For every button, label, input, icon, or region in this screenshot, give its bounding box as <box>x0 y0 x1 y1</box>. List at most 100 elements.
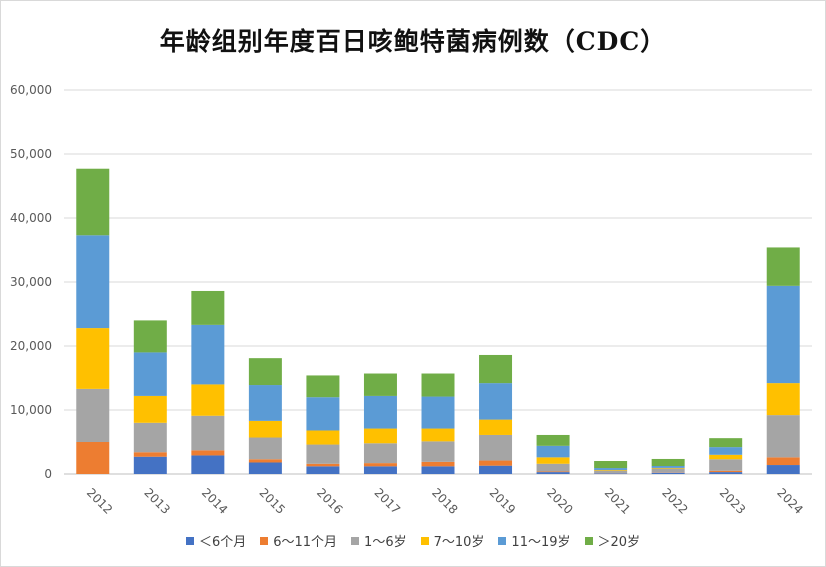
bar-segment <box>594 468 628 470</box>
bar-segment <box>536 434 570 446</box>
bar-segment <box>536 471 570 473</box>
bar-segment <box>248 437 282 460</box>
bar-segment <box>363 443 397 464</box>
bar-segment <box>479 460 513 466</box>
chart-title: 年龄组别年度百日咳鲍特菌病例数（CDC） <box>159 27 667 56</box>
bar-segment <box>76 168 110 236</box>
bar-segment <box>421 441 455 462</box>
legend-swatch <box>584 536 593 545</box>
bar-segment <box>191 415 225 451</box>
bar-segment <box>133 456 167 474</box>
bar-segment <box>133 352 167 396</box>
y-tick-label: 40,000 <box>10 211 52 225</box>
legend-item: 11～19岁 <box>498 531 571 550</box>
bar-segment <box>248 420 282 438</box>
bar-segment <box>479 354 513 384</box>
bar-segment <box>191 455 225 474</box>
y-tick-label: 30,000 <box>10 275 52 289</box>
bar-segment <box>363 373 397 396</box>
x-tick-label: 2015 <box>256 485 287 516</box>
bar-segment <box>536 472 570 474</box>
bar-segment <box>76 235 110 329</box>
legend-label: ＜6个月 <box>198 535 247 550</box>
bar-segment <box>421 466 455 474</box>
x-tick-label: 2014 <box>199 485 230 516</box>
legend-swatch <box>420 536 429 545</box>
bar-segment <box>536 445 570 458</box>
bar-segment <box>306 375 340 398</box>
bar-segment <box>306 463 340 467</box>
legend-label: 11～19岁 <box>511 535 571 550</box>
legend-swatch <box>260 536 269 545</box>
bar-segment <box>766 465 800 474</box>
bar-segment <box>363 395 397 429</box>
bar-segment <box>594 473 628 474</box>
x-tick-label: 2018 <box>429 485 460 516</box>
bar-segment <box>479 434 513 461</box>
bar-segment <box>421 428 455 442</box>
bar-segment <box>363 428 397 444</box>
bar-segment <box>363 463 397 467</box>
bar-segment <box>76 442 110 474</box>
bar-segment <box>766 415 800 458</box>
legend-item: 1～6岁 <box>351 531 407 550</box>
bar-segment <box>306 444 340 464</box>
y-tick-label: 60,000 <box>10 83 52 97</box>
bar-segment <box>248 462 282 474</box>
legend-label: 6～11个月 <box>273 535 338 550</box>
bar-segment <box>536 457 570 464</box>
bar-segment <box>766 457 800 466</box>
bar-segment <box>191 450 225 456</box>
y-tick-label: 10,000 <box>10 403 52 417</box>
x-tick-label: 2022 <box>659 485 690 516</box>
bar-segment <box>421 461 455 467</box>
y-tick-label: 0 <box>44 467 52 481</box>
bar-segment <box>248 459 282 463</box>
bar-segment <box>709 447 743 455</box>
bar-segment <box>594 461 628 469</box>
legend-item: ＜6个月 <box>185 531 247 550</box>
bar-segment <box>766 383 800 416</box>
bar-segment <box>133 452 167 457</box>
bar-segment <box>248 358 282 386</box>
bar-segment <box>651 472 685 474</box>
bar-segment <box>594 469 628 471</box>
y-tick-label: 50,000 <box>10 147 52 161</box>
bar-segment <box>766 285 800 384</box>
bar-segment <box>651 467 685 469</box>
bar-segment <box>479 465 513 474</box>
x-tick-label: 2023 <box>717 485 748 516</box>
bar-segment <box>651 458 685 466</box>
bar-segment <box>306 397 340 431</box>
legend-label: 1～6岁 <box>364 535 407 550</box>
legend-item: 6～11个月 <box>260 531 337 550</box>
bar-segment <box>421 373 455 397</box>
x-tick-label: 2017 <box>372 485 403 516</box>
legend-label: 7～10岁 <box>433 535 485 550</box>
bar-segment <box>306 430 340 445</box>
bar-segment <box>76 328 110 389</box>
x-tick-label: 2016 <box>314 485 345 516</box>
legend-label: ＞20岁 <box>597 535 641 550</box>
x-tick-label: 2019 <box>487 485 518 516</box>
bar-segment <box>651 468 685 473</box>
bar-segment <box>709 472 743 474</box>
bar-segment <box>133 320 167 353</box>
bar-segment <box>363 466 397 474</box>
legend-item: 7～10岁 <box>420 531 485 550</box>
bar-segment <box>191 324 225 385</box>
bar-segment <box>191 384 225 416</box>
bar-segment <box>709 459 743 471</box>
y-tick-label: 20,000 <box>10 339 52 353</box>
bar-segment <box>248 385 282 421</box>
legend-swatch <box>185 536 194 545</box>
x-tick-label: 2012 <box>84 485 115 516</box>
bar-segment <box>76 388 110 442</box>
x-tick-label: 2021 <box>602 485 633 516</box>
bar-segment <box>594 470 628 474</box>
bar-segment <box>133 422 167 453</box>
bar-segment <box>709 470 743 473</box>
bar-segment <box>479 383 513 420</box>
bar-segment <box>306 466 340 474</box>
